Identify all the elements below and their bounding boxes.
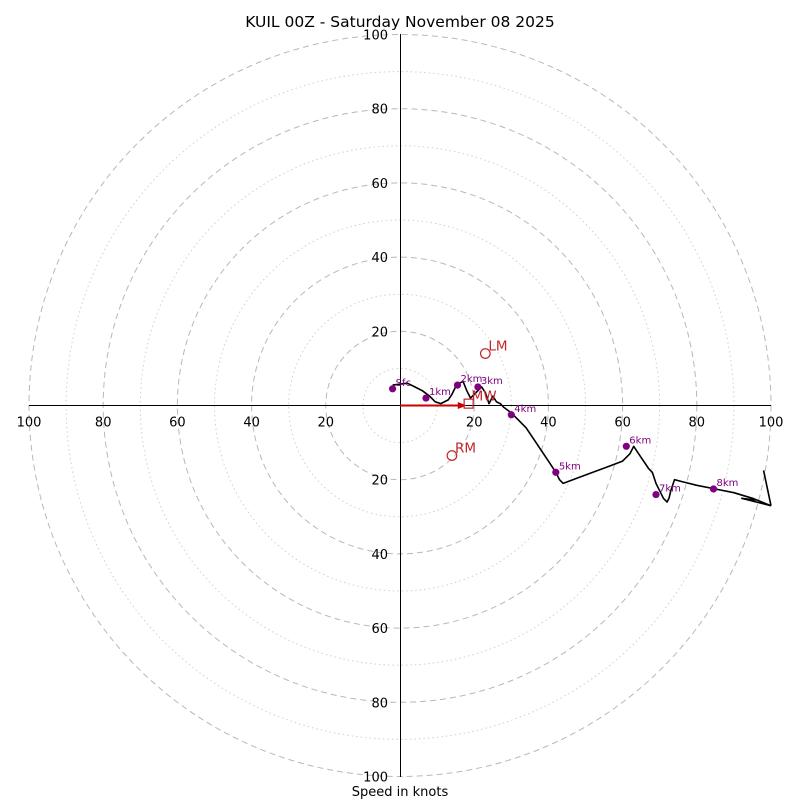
height-marker-label: 1km — [429, 387, 451, 398]
y-tick-label: 20 — [371, 474, 388, 489]
x-tick-label: 100 — [759, 416, 784, 431]
x-tick-labels: 100 80 60 40 20 20 40 60 80 100 — [17, 416, 784, 431]
x-tick-label: 40 — [540, 416, 557, 431]
y-tick-label: 40 — [371, 251, 388, 266]
height-marker-dot — [652, 490, 660, 499]
height-marker-label: 3km — [481, 376, 503, 387]
storm-motion-markers: LM RM MW — [446, 339, 508, 461]
y-tick-label: 100 — [363, 771, 388, 786]
x-axis-label: Speed in knots — [352, 785, 449, 800]
wind-barb-flag — [762, 470, 772, 506]
height-marker-dot — [422, 394, 430, 402]
height-marker-label: 5km — [559, 461, 581, 472]
height-marker-dot — [388, 385, 397, 393]
y-tick-labels: 100 80 60 40 20 20 40 60 80 100 — [363, 29, 388, 786]
y-tick-label: 80 — [371, 696, 388, 711]
wind-barb-flag — [741, 497, 757, 501]
mean-wind-marker — [463, 398, 474, 409]
height-marker-label: 2km — [461, 374, 483, 385]
storm-motion-marker — [446, 450, 458, 461]
y-tick-label: 40 — [371, 548, 388, 563]
height-marker-label: 4km — [514, 404, 536, 415]
storm-motion-label: MW — [472, 389, 497, 405]
y-tick-label: 80 — [371, 103, 388, 118]
height-marker-label: 8km — [716, 478, 738, 489]
chart-title: KUIL 00Z - Saturday November 08 2025 — [245, 13, 554, 31]
height-marker-dot — [709, 485, 718, 493]
wind-barb — [741, 470, 772, 507]
y-tick-label: 60 — [371, 622, 388, 637]
x-tick-label: 40 — [243, 416, 260, 431]
storm-motion-arrow — [400, 402, 467, 409]
height-marker-label: 6km — [629, 435, 651, 446]
x-tick-label: 20 — [466, 416, 483, 431]
height-marker-dot — [552, 468, 560, 476]
height-marker-dot — [474, 383, 482, 391]
y-tick-label: 20 — [371, 325, 388, 340]
storm-motion-arrow-head — [457, 402, 467, 409]
x-tick-label: 80 — [689, 416, 706, 431]
x-tick-label: 60 — [169, 416, 186, 431]
height-marker-label: 7km — [659, 484, 681, 495]
height-marker-dot — [622, 442, 630, 450]
storm-motion-label: LM — [488, 339, 507, 355]
height-marker-label: Sfc — [396, 378, 411, 389]
x-tick-label: 80 — [95, 416, 112, 431]
x-tick-label: 60 — [614, 416, 631, 431]
x-tick-label: 20 — [318, 416, 335, 431]
x-tick-label: 100 — [17, 416, 42, 431]
height-marker-dot — [507, 411, 515, 419]
y-tick-label: 100 — [363, 29, 388, 44]
y-tick-label: 60 — [371, 177, 388, 192]
storm-motion-label: RM — [455, 441, 476, 457]
storm-motion-marker — [479, 348, 491, 359]
height-marker-dot — [453, 381, 462, 389]
